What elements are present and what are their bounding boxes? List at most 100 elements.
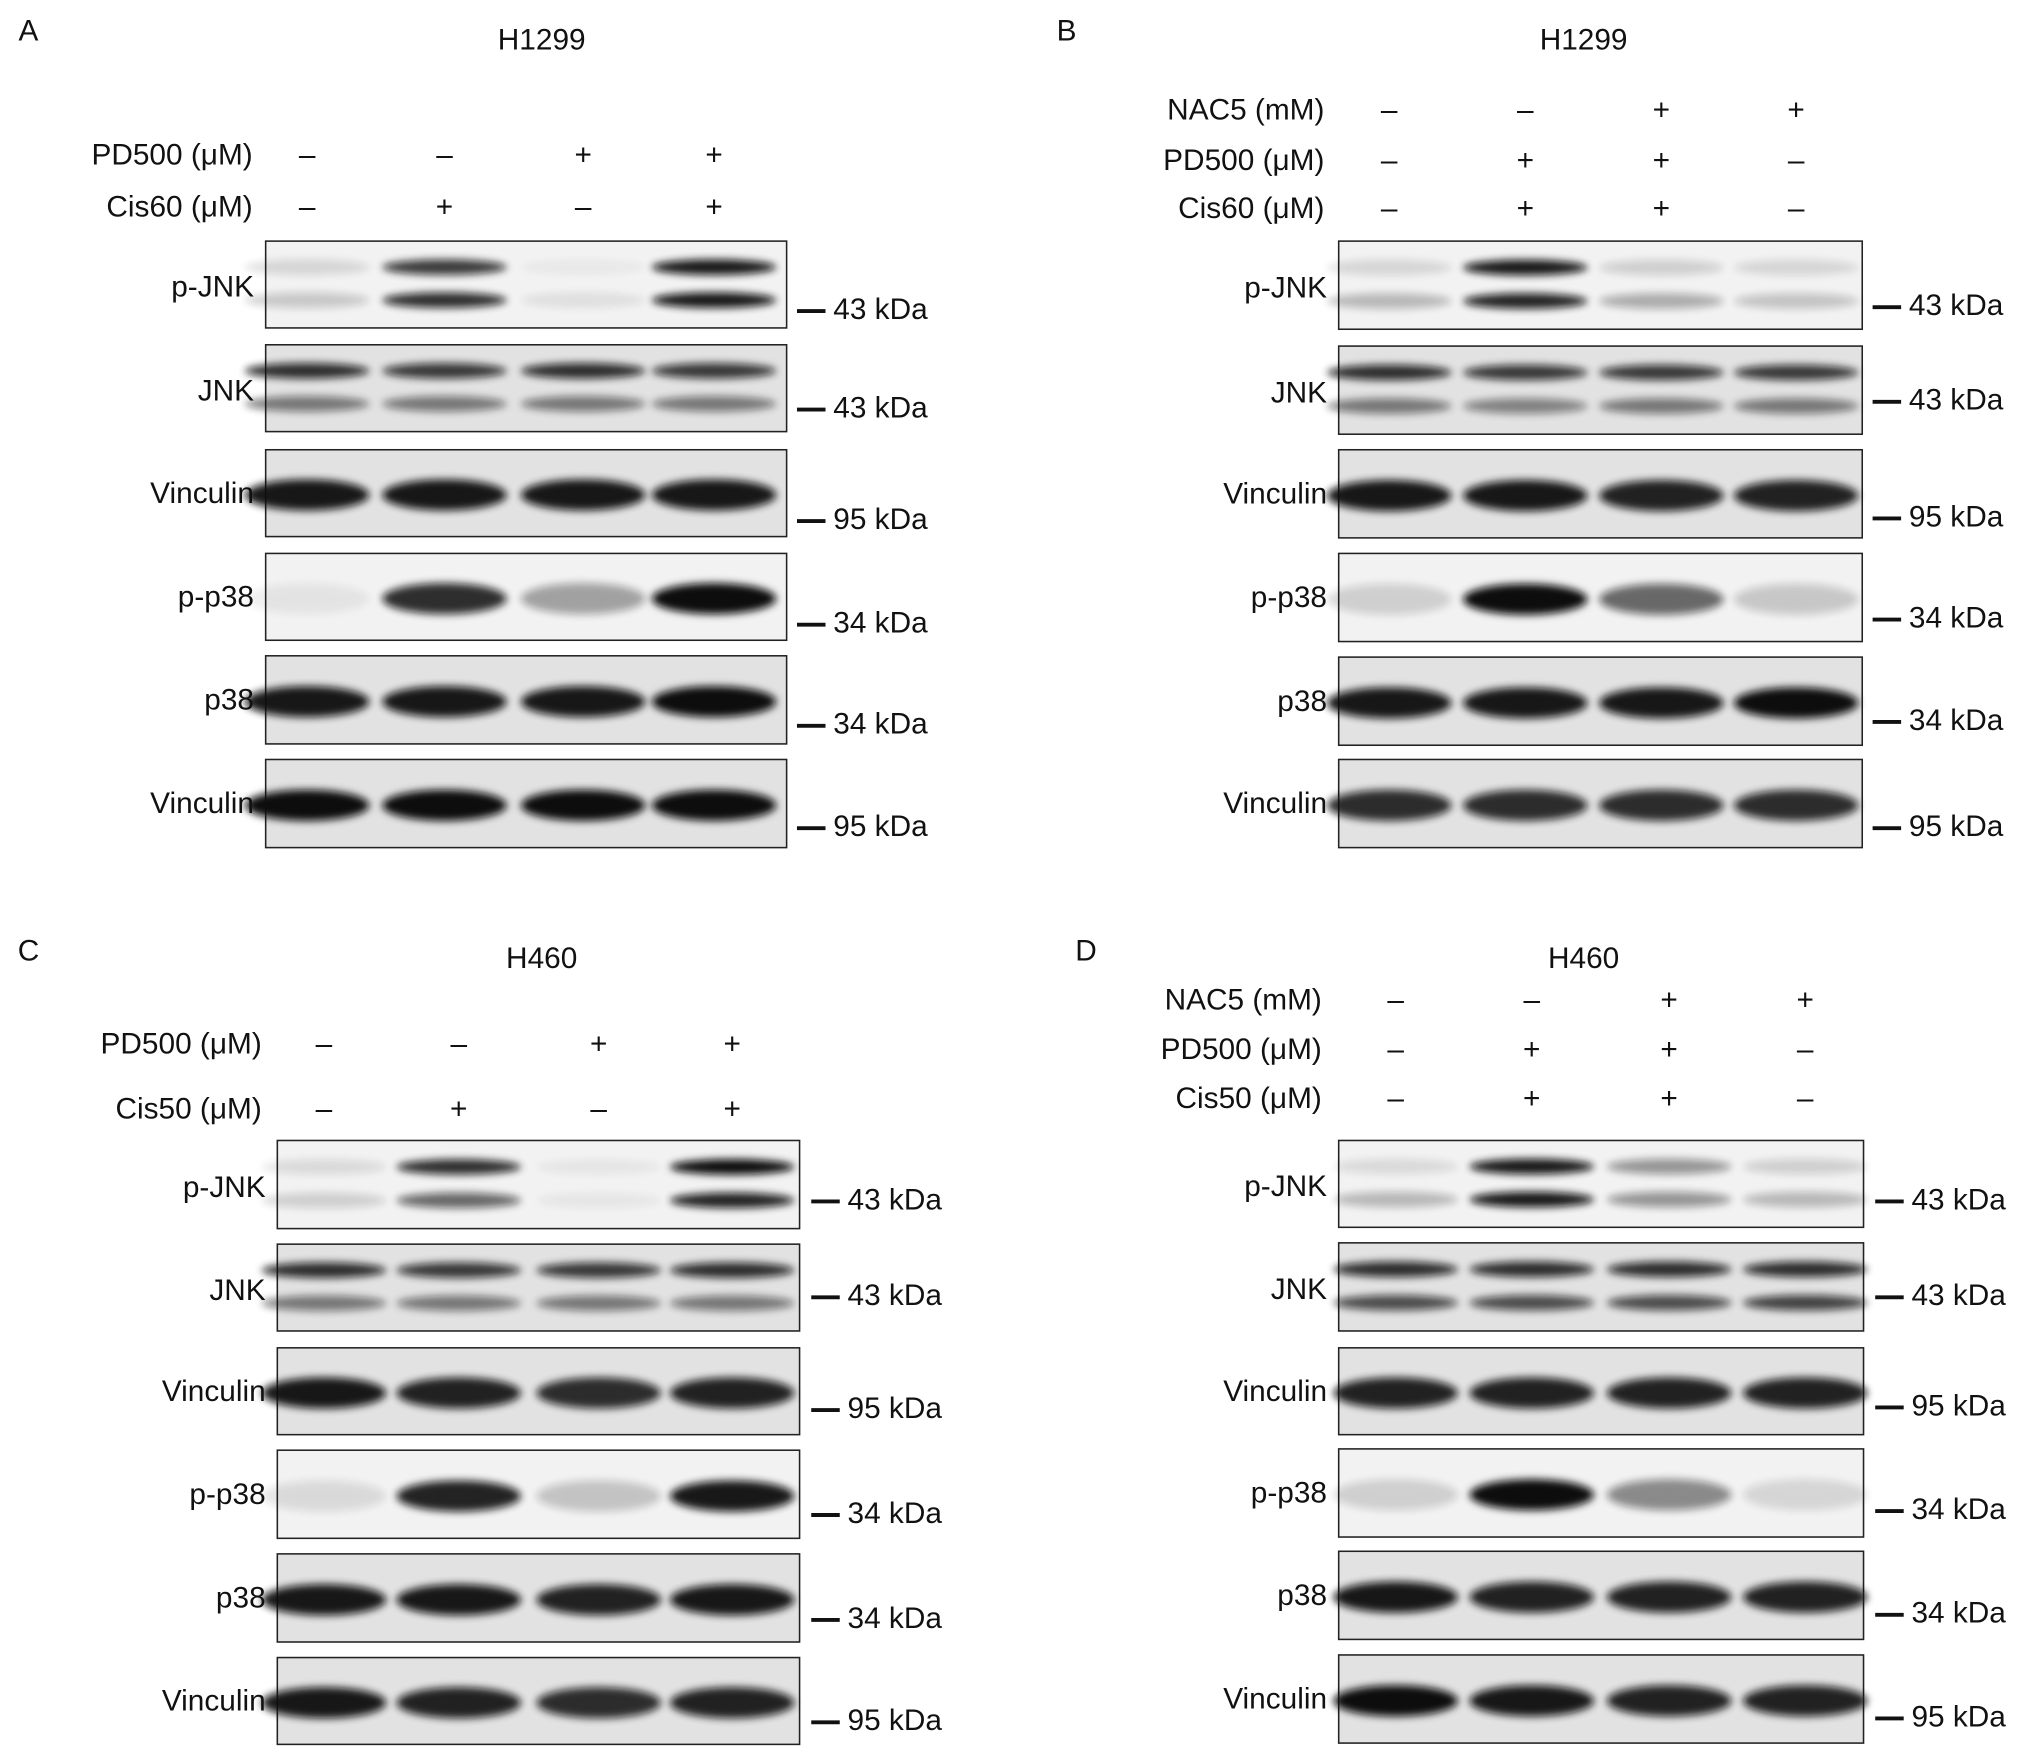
band: [536, 1377, 661, 1409]
band: [244, 583, 370, 615]
kda-label: 34 kDa: [833, 607, 928, 640]
treatment-sign: –: [436, 139, 453, 172]
treatment-sign: +: [436, 191, 453, 224]
blot-label: JNK: [209, 1274, 265, 1307]
blot-label: p38: [204, 684, 254, 717]
kda-label: 43 kDa: [1909, 289, 2004, 322]
band: [651, 259, 777, 275]
treatment-sign: +: [705, 191, 722, 224]
band: [1463, 480, 1588, 512]
blot-label: p38: [216, 1582, 266, 1615]
treatment-sign: –: [299, 191, 316, 224]
blot-box: [1337, 1139, 1865, 1229]
band: [1606, 1479, 1732, 1511]
kda-label: 43 kDa: [833, 293, 928, 326]
band: [520, 292, 646, 308]
band: [669, 1192, 795, 1209]
panel-letter: D: [1075, 934, 1097, 967]
band: [669, 1295, 795, 1311]
band: [261, 1295, 387, 1311]
band: [1463, 687, 1588, 719]
band: [536, 1295, 661, 1311]
band: [244, 292, 370, 308]
band: [1599, 364, 1724, 381]
band: [1333, 1261, 1458, 1278]
band: [396, 1377, 521, 1409]
band: [1733, 398, 1859, 414]
band: [382, 292, 507, 308]
band: [261, 1377, 387, 1409]
band: [651, 479, 777, 511]
band: [1733, 480, 1859, 512]
kda-label: 43 kDa: [1911, 1279, 2006, 1312]
band: [244, 259, 370, 275]
blot-label: p-p38: [178, 580, 254, 613]
treatment-sign: –: [1387, 984, 1404, 1017]
treatment-sign: +: [1660, 1082, 1677, 1115]
band: [1469, 1479, 1594, 1511]
band: [1599, 398, 1724, 414]
kda-label: 34 kDa: [1909, 601, 2004, 634]
band: [1327, 293, 1452, 309]
blot-label: JNK: [1271, 376, 1327, 409]
treatment-sign: +: [1653, 144, 1670, 177]
panel-letter: A: [19, 14, 39, 47]
treatment-sign: –: [1381, 93, 1398, 126]
band: [520, 363, 646, 379]
treatment-sign: +: [590, 1028, 607, 1061]
treatment-sign: –: [316, 1028, 333, 1061]
band: [1463, 583, 1588, 615]
kda-label: 95 kDa: [1909, 500, 2004, 533]
band: [382, 363, 507, 379]
band: [1463, 259, 1588, 276]
treatment-sign: –: [299, 139, 316, 172]
treatment-sign: –: [316, 1093, 333, 1126]
treatment-sign: –: [1788, 144, 1805, 177]
kda-label: 43 kDa: [848, 1279, 943, 1312]
kda-label: 43 kDa: [833, 391, 928, 424]
blot-label: Vinculin: [1223, 1683, 1327, 1716]
treatment-sign: +: [1653, 93, 1670, 126]
blot-label: Vinculin: [162, 1685, 266, 1718]
band: [382, 259, 507, 275]
band: [244, 363, 370, 379]
band: [1469, 1295, 1594, 1311]
treatment-sign: +: [1797, 984, 1814, 1017]
band: [1743, 1685, 1868, 1717]
band: [520, 479, 646, 511]
band: [1743, 1377, 1868, 1409]
band: [382, 479, 507, 511]
treatment-label: Cis50 (μM): [115, 1093, 261, 1126]
band: [1469, 1581, 1594, 1613]
treatment-label: PD500 (μM): [1163, 144, 1324, 177]
cell-line-title: H1299: [498, 23, 586, 56]
blot-box: [264, 240, 788, 329]
band: [1327, 364, 1452, 381]
treatment-sign: +: [1517, 192, 1534, 225]
band: [1599, 789, 1724, 821]
band: [1333, 1581, 1458, 1613]
treatment-label: Cis60 (μM): [106, 191, 252, 224]
band: [520, 259, 646, 275]
band: [396, 1295, 521, 1311]
treatment-sign: –: [575, 191, 592, 224]
band: [261, 1584, 387, 1616]
band: [1327, 687, 1452, 719]
treatment-sign: +: [1523, 1082, 1540, 1115]
band: [651, 583, 777, 615]
treatment-sign: –: [450, 1028, 467, 1061]
blot-box: [264, 344, 788, 433]
band: [669, 1377, 795, 1409]
band: [1743, 1479, 1868, 1511]
treatment-sign: –: [1381, 144, 1398, 177]
band: [261, 1192, 387, 1209]
band: [1743, 1295, 1868, 1311]
kda-label: 95 kDa: [848, 1392, 943, 1425]
kda-label: 43 kDa: [1909, 384, 2004, 417]
treatment-sign: +: [723, 1093, 740, 1126]
kda-label: 34 kDa: [848, 1602, 943, 1635]
blot-box: [1337, 240, 1864, 331]
treatment-sign: +: [1523, 1033, 1540, 1066]
